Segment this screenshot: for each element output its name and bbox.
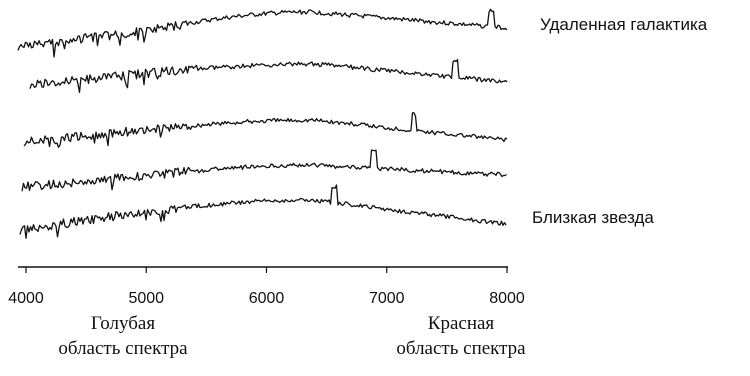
blue-region-label-line1: Голубая — [91, 313, 155, 334]
blue-region-label-line2: область спектра — [58, 338, 188, 359]
red-region-label-line1: Красная — [428, 313, 495, 334]
x-tick-label: 7000 — [369, 290, 405, 307]
x-tick-label: 6000 — [249, 290, 285, 307]
series-label-bottom: Близкая звезда — [532, 208, 654, 227]
x-tick-label: 4000 — [8, 290, 44, 307]
series-label-top: Удаленная галактика — [540, 15, 708, 34]
series-layer — [17, 8, 508, 239]
red-region-label-line2: область спектра — [396, 338, 526, 359]
spectrum-line-1 — [17, 8, 508, 58]
spectrum-line-5 — [19, 184, 507, 239]
x-tick-label: 8000 — [489, 290, 525, 307]
x-axis-ticks: 4000 5000 6000 7000 8000 — [8, 267, 525, 307]
spectrum-line-3 — [23, 112, 508, 148]
x-tick-label: 5000 — [128, 290, 164, 307]
spectrum-line-4 — [21, 149, 507, 192]
spectrum-line-2 — [29, 58, 508, 94]
